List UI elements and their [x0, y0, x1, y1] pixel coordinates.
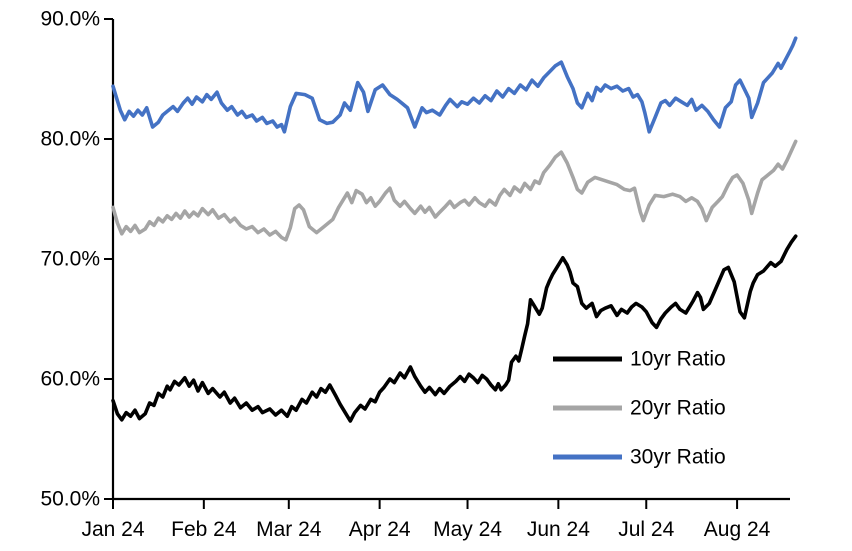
legend-entry: 20yr Ratio	[553, 397, 726, 420]
legend-label: 10yr Ratio	[630, 348, 726, 371]
y-tick-label: 50.0%	[40, 488, 100, 511]
x-tick-label: Mar 24	[256, 518, 322, 541]
x-tick-label: Feb 24	[171, 518, 237, 541]
x-tick-label: Apr 24	[349, 518, 411, 541]
series-30yr-ratio-line	[111, 36, 798, 134]
series-20yr-ratio-line	[111, 139, 798, 242]
y-tick-label: 60.0%	[40, 368, 100, 391]
y-tick-label: 70.0%	[40, 248, 100, 271]
legend: 10yr Ratio 20yr Ratio 30yr Ratio	[553, 348, 726, 469]
legend-label: 30yr Ratio	[630, 446, 726, 469]
x-tick-label: Aug 24	[704, 518, 771, 541]
y-tick-label: 80.0%	[40, 128, 100, 151]
y-tick-label: 90.0%	[40, 8, 100, 31]
series-10yr-ratio-line	[111, 234, 798, 423]
legend-label: 20yr Ratio	[630, 397, 726, 420]
x-tick-label: May 24	[433, 518, 502, 541]
legend-entry: 30yr Ratio	[553, 446, 726, 469]
x-tick-label: Jul 24	[618, 518, 674, 541]
x-tick-label: Jan 24	[81, 518, 144, 541]
legend-entry: 10yr Ratio	[553, 348, 726, 371]
x-tick-label: Jun 24	[527, 518, 590, 541]
